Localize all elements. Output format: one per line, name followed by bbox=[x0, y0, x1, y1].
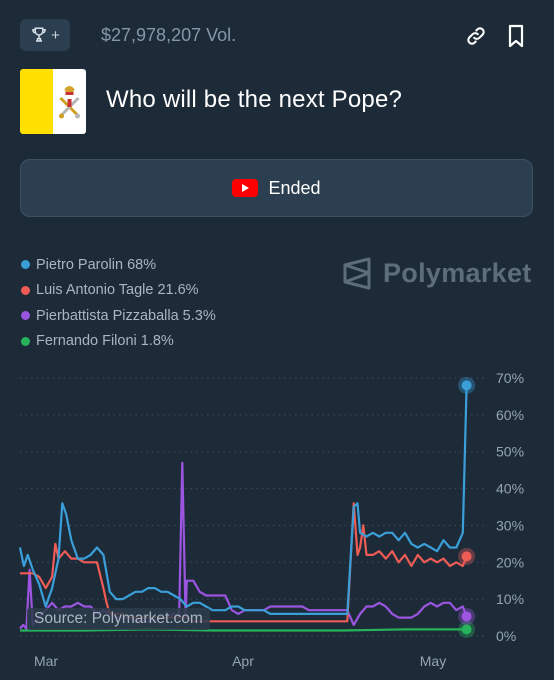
series-line-fernando-filoni bbox=[20, 628, 467, 632]
chart-end-markers bbox=[458, 376, 476, 638]
legend-item-pizzaballa: Pierbattista Pizzaballa 5.3% bbox=[20, 303, 216, 329]
x-tick-label: May bbox=[420, 653, 446, 669]
polymarket-logo-icon bbox=[343, 257, 371, 290]
y-tick-label: 50% bbox=[496, 444, 524, 460]
end-marker-pietro-parolin[interactable] bbox=[461, 380, 472, 391]
series-line-luis-antonio-tagle bbox=[20, 502, 468, 623]
price-history-chart[interactable]: 0% 10% 20% 30% 40% 50% 60% 70% Mar Apr May bbox=[0, 360, 554, 680]
x-tick-label: Mar bbox=[34, 653, 58, 669]
market-title: Who will be the next Pope? bbox=[106, 86, 403, 113]
x-axis-labels: Mar Apr May bbox=[34, 653, 446, 669]
legend-item-tagle: Luis Antonio Tagle 21.6% bbox=[20, 278, 216, 304]
trophy-icon bbox=[32, 27, 46, 42]
legend-label-tagle: Luis Antonio Tagle 21.6% bbox=[36, 282, 199, 299]
legend-label-parolin: Pietro Parolin 68% bbox=[36, 256, 157, 273]
legend-item-parolin: Pietro Parolin 68% bbox=[20, 252, 216, 278]
watermark-text: Polymarket bbox=[383, 258, 532, 288]
legend-dot-pizzaballa bbox=[21, 311, 30, 321]
y-tick-label: 10% bbox=[496, 591, 524, 607]
volume-label: $27,978,207 Vol. bbox=[101, 25, 237, 45]
chart-grid bbox=[20, 377, 485, 637]
legend-dot-parolin bbox=[21, 260, 30, 270]
y-tick-label: 60% bbox=[496, 407, 524, 423]
y-tick-label: 70% bbox=[496, 370, 524, 386]
y-tick-label: 0% bbox=[496, 628, 516, 644]
header-bar: + $27,978,207 Vol. bbox=[0, 0, 554, 70]
ended-label: Ended bbox=[268, 177, 321, 198]
legend-item-filoni: Fernando Filoni 1.8% bbox=[20, 329, 216, 355]
legend-dot-tagle bbox=[21, 285, 30, 295]
source-label: Source: Polymarket.com bbox=[27, 608, 210, 630]
trophy-button[interactable]: + bbox=[20, 19, 70, 51]
link-icon[interactable] bbox=[465, 25, 487, 47]
legend-label-pizzaballa: Pierbattista Pizzaballa 5.3% bbox=[36, 307, 216, 324]
series-line-pierbattista-pizzaballa bbox=[19, 461, 468, 630]
legend-label-filoni: Fernando Filoni 1.8% bbox=[36, 333, 174, 350]
vatican-flag-icon bbox=[20, 69, 86, 134]
chart-lines bbox=[18, 385, 468, 632]
youtube-play-icon bbox=[232, 179, 259, 197]
end-marker-pierbattista-pizzaballa[interactable] bbox=[461, 611, 472, 622]
trophy-plus-label: + bbox=[51, 26, 60, 44]
end-marker-luis-antonio-tagle[interactable] bbox=[461, 551, 472, 562]
ended-status-button[interactable]: Ended bbox=[20, 159, 533, 217]
bookmark-icon[interactable] bbox=[506, 24, 526, 48]
y-tick-label: 40% bbox=[496, 481, 524, 497]
x-tick-label: Apr bbox=[232, 653, 254, 669]
end-marker-fernando-filoni[interactable] bbox=[461, 624, 472, 635]
legend-dot-filoni bbox=[21, 336, 30, 346]
series-line-pietro-parolin bbox=[18, 385, 468, 615]
y-tick-label: 20% bbox=[496, 554, 524, 570]
chart-legend: Pietro Parolin 68% Luis Antonio Tagle 21… bbox=[20, 252, 216, 354]
y-axis-labels: 0% 10% 20% 30% 40% 50% 60% 70% bbox=[496, 370, 524, 644]
y-tick-label: 30% bbox=[496, 517, 524, 533]
polymarket-watermark: Polymarket bbox=[342, 257, 532, 290]
